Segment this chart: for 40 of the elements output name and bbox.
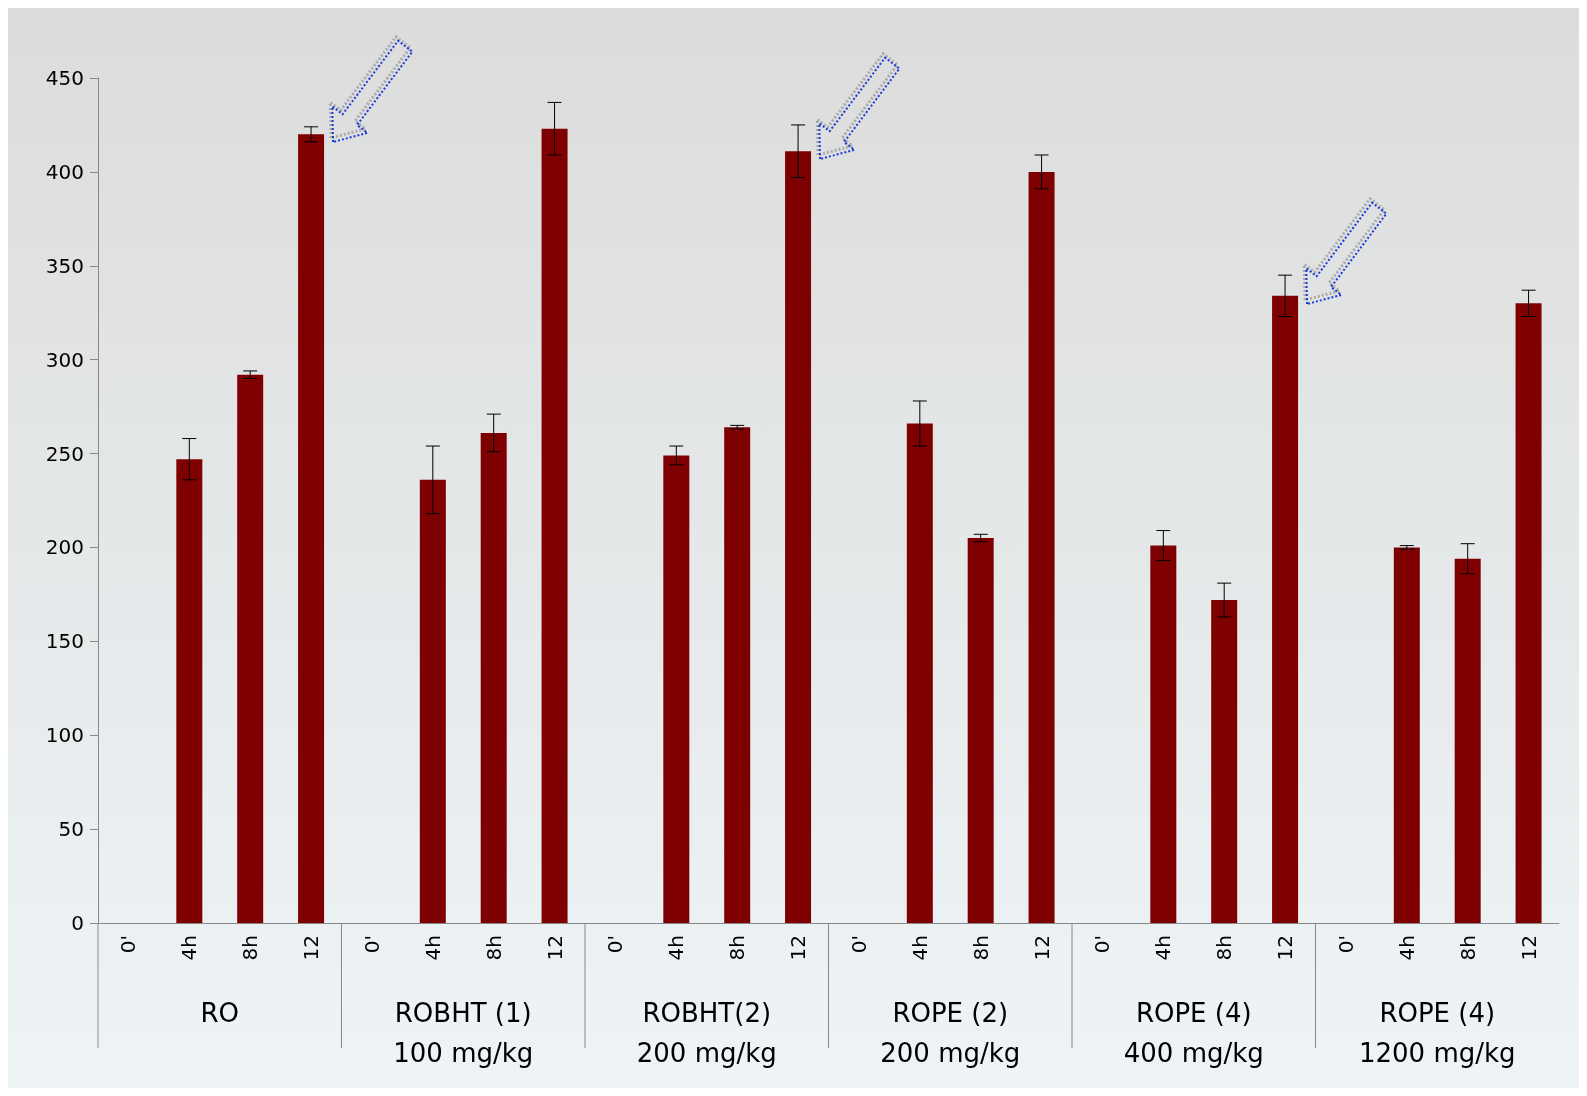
x-tick-label: 4h [1394, 935, 1419, 961]
text: RO [200, 998, 240, 1028]
y-tick-label: 200 [45, 535, 84, 560]
x-tick-label: 0' [116, 935, 141, 954]
x-tick-label: 12 [542, 935, 567, 961]
y-tick-label: 350 [45, 253, 84, 278]
x-tick-label: 12 [1516, 935, 1541, 961]
x-tick-label: 8h [1455, 935, 1480, 961]
y-tick-label: 50 [58, 817, 84, 842]
x-tick-label: 8h [1212, 935, 1237, 961]
x-tick-label: 12 [786, 935, 811, 961]
text: ROPE (4) 1200 mg/kg [1358, 998, 1516, 1068]
text: ROPE (2) 200 mg/kg [880, 998, 1021, 1068]
y-tick-label: 300 [45, 347, 84, 372]
x-tick-label: 0' [1090, 935, 1115, 954]
text: ROPE (4) 400 mg/kg [1123, 998, 1264, 1068]
y-tick-label: 450 [45, 66, 84, 90]
y-tick-label: 150 [45, 629, 84, 654]
x-tick-label: 4h [664, 935, 689, 961]
x-tick-label: 0' [359, 935, 384, 954]
x-tick-label: 12 [299, 935, 324, 961]
x-tick-label: 12 [1029, 935, 1054, 961]
text: ROBHT (1) 100 mg/kg [393, 998, 534, 1068]
y-tick-label: 0 [71, 911, 84, 935]
x-tick-label: 8h [968, 935, 993, 961]
x-tick-label: 4h [177, 935, 202, 961]
y-tick-label: 400 [45, 159, 84, 184]
x-tick-label: 0' [603, 935, 628, 954]
x-tick-label: 8h [725, 935, 750, 961]
y-tick-label: 100 [45, 723, 84, 748]
x-tick-label: 4h [1151, 935, 1176, 961]
text: ROBHT(2) 200 mg/kg [636, 998, 777, 1068]
x-tick-label: 0' [1333, 935, 1358, 954]
x-tick-label: 4h [907, 935, 932, 961]
x-tick-label: 4h [420, 935, 445, 961]
y-tick-label: 250 [45, 441, 84, 466]
x-tick-label: 12 [1273, 935, 1298, 961]
x-tick-label: 8h [481, 935, 506, 961]
x-tick-label: 8h [238, 935, 263, 961]
x-tick-label: 0' [846, 935, 871, 954]
